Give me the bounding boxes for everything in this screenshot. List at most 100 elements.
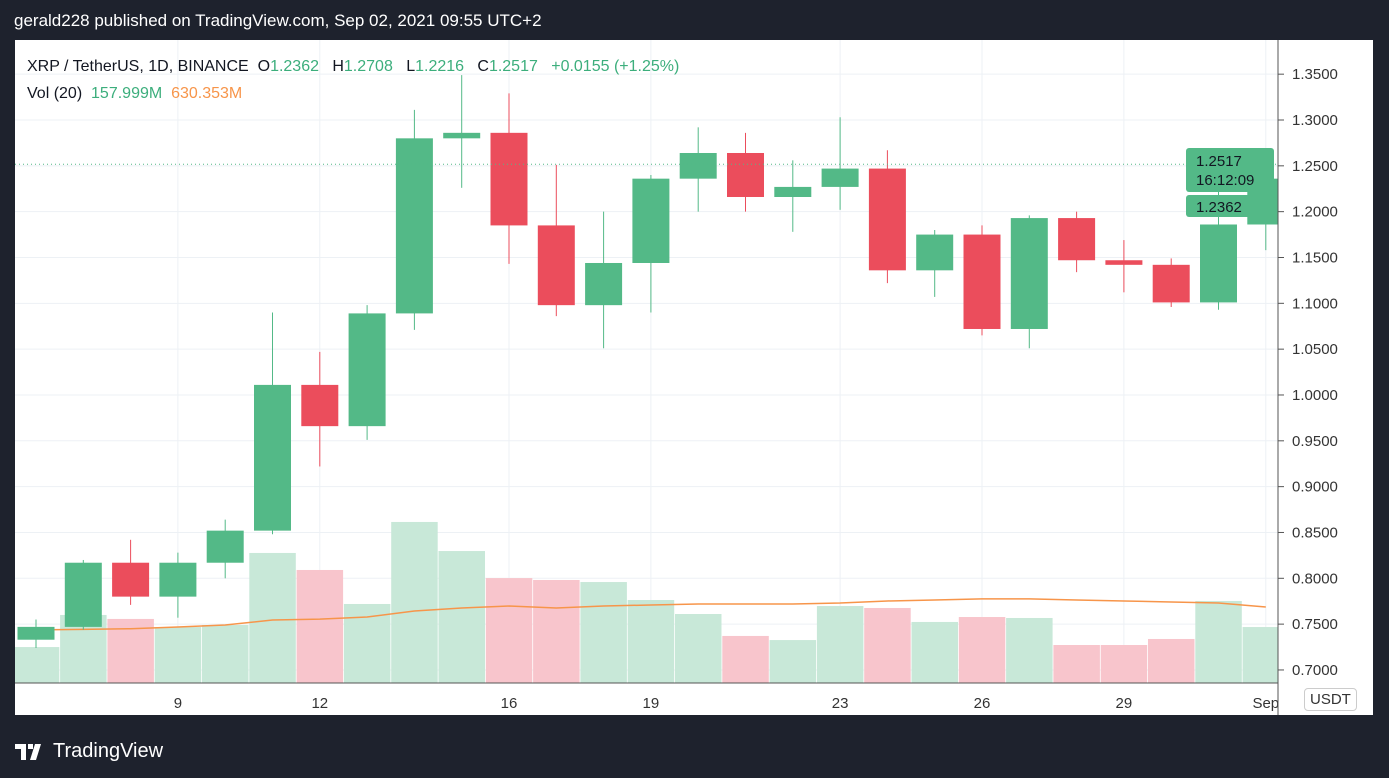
- volume-bar: [627, 600, 675, 683]
- last-price-tag: [1186, 148, 1274, 192]
- tradingview-logo-icon: [15, 743, 41, 760]
- y-tick-label: 0.7000: [1292, 662, 1338, 679]
- y-tick-label: 0.8000: [1292, 570, 1338, 587]
- volume-bar: [1148, 638, 1195, 683]
- candle-body: [159, 562, 197, 597]
- volume-bar: [1242, 627, 1278, 683]
- x-tick-label: 23: [832, 695, 849, 712]
- candle-body: [537, 225, 575, 306]
- volume-bar: [15, 647, 60, 683]
- legend: XRP / TetherUS, 1D, BINANCE O1.2362 H1.2…: [27, 53, 679, 107]
- volume-bar: [343, 603, 391, 683]
- volume-bar: [1100, 645, 1148, 683]
- y-tick-label: 0.9500: [1292, 433, 1338, 450]
- open-value: 1.2362: [270, 58, 319, 75]
- x-tick-label: 16: [501, 695, 518, 712]
- volume-bar: [769, 640, 817, 683]
- volume-bar: [533, 579, 580, 683]
- volume-bar: [580, 582, 627, 683]
- last-price-tag-value: 1.2517: [1196, 153, 1242, 170]
- open-label: O: [257, 58, 271, 75]
- candle-body: [821, 168, 859, 187]
- x-tick-label: 26: [974, 695, 991, 712]
- volume-bar: [675, 614, 722, 683]
- tradingview-logo[interactable]: TradingView: [15, 740, 163, 763]
- volume-bar: [1006, 617, 1053, 683]
- volume-bar: [911, 621, 958, 683]
- publish-info: gerald228 published on TradingView.com, …: [14, 11, 542, 30]
- y-tick-label: 0.7500: [1292, 616, 1338, 633]
- close-label: C: [477, 58, 489, 75]
- candle-body: [254, 384, 291, 531]
- y-tick-label: 1.3500: [1292, 66, 1338, 83]
- open-price-tag-value: 1.2362: [1196, 199, 1242, 216]
- y-tick-label: 1.1000: [1292, 295, 1338, 312]
- volume-bar: [958, 617, 1006, 683]
- y-tick-label: 1.2500: [1292, 158, 1338, 175]
- x-tick-label: 19: [643, 695, 660, 712]
- volume-bar: [438, 551, 485, 683]
- y-tick-label: 1.3000: [1292, 112, 1338, 129]
- x-tick-label: 29: [1116, 695, 1133, 712]
- volume-bar: [202, 624, 249, 683]
- candle-body: [868, 168, 906, 271]
- y-tick-label: 0.8500: [1292, 524, 1338, 541]
- candle-body: [443, 132, 481, 139]
- candle-body: [17, 626, 55, 640]
- volume-bar: [391, 521, 438, 683]
- candle-body: [632, 178, 670, 263]
- x-tick-label: Sep: [1252, 695, 1279, 712]
- x-tick-label: 9: [174, 695, 182, 712]
- symbol-title[interactable]: XRP / TetherUS, 1D, BINANCE: [27, 58, 249, 75]
- currency-button[interactable]: USDT: [1304, 688, 1357, 711]
- volume-bar: [296, 569, 344, 683]
- volume-bar: [154, 627, 202, 683]
- volume-value: 157.999M: [91, 85, 163, 102]
- candle-body: [916, 234, 954, 271]
- volume-bar: [722, 635, 769, 683]
- candle-body: [301, 384, 339, 427]
- y-tick-label: 0.9000: [1292, 479, 1338, 496]
- volume-bar: [485, 578, 533, 683]
- candle-body: [348, 313, 386, 427]
- volume-bar: [864, 607, 911, 683]
- candle-body: [679, 152, 717, 179]
- candle-body: [490, 132, 528, 226]
- candle-body: [774, 186, 812, 197]
- candle-body: [206, 530, 244, 563]
- candle-body: [1152, 264, 1190, 303]
- candle-body: [64, 562, 102, 627]
- close-value: 1.2517: [488, 58, 538, 75]
- volume-label[interactable]: Vol (20): [27, 85, 83, 102]
- change-value: +0.0155 (+1.25%): [551, 58, 680, 75]
- volume-bar: [1195, 600, 1242, 683]
- volume-bar: [1053, 645, 1100, 683]
- candle-body: [727, 152, 764, 197]
- chart-area[interactable]: [15, 40, 1373, 715]
- candle-body: [1105, 260, 1143, 265]
- volume-bar: [816, 606, 864, 683]
- x-tick-label: 12: [311, 695, 328, 712]
- y-tick-label: 1.0500: [1292, 341, 1338, 358]
- countdown-tag: 16:12:09: [1196, 172, 1254, 189]
- brand-name: TradingView: [53, 740, 164, 762]
- low-value: 1.2216: [415, 58, 465, 75]
- volume-ma-line: [35, 598, 1266, 631]
- high-label: H: [332, 58, 344, 75]
- high-value: 1.2708: [343, 58, 393, 75]
- y-tick-label: 1.2000: [1292, 204, 1338, 221]
- plot-group: [15, 75, 1278, 683]
- candle-body: [585, 262, 623, 306]
- y-tick-label: 1.0000: [1292, 387, 1338, 404]
- candle-body: [395, 138, 433, 314]
- candle-body: [1200, 224, 1237, 303]
- candle-body: [1058, 218, 1096, 261]
- volume-bar: [249, 552, 296, 683]
- volume-ma-value: 630.353M: [171, 85, 243, 102]
- low-label: L: [406, 58, 416, 75]
- candle-body: [1010, 218, 1048, 329]
- candle-body: [963, 234, 1001, 329]
- candle-body: [112, 562, 150, 597]
- y-tick-label: 1.1500: [1292, 249, 1338, 266]
